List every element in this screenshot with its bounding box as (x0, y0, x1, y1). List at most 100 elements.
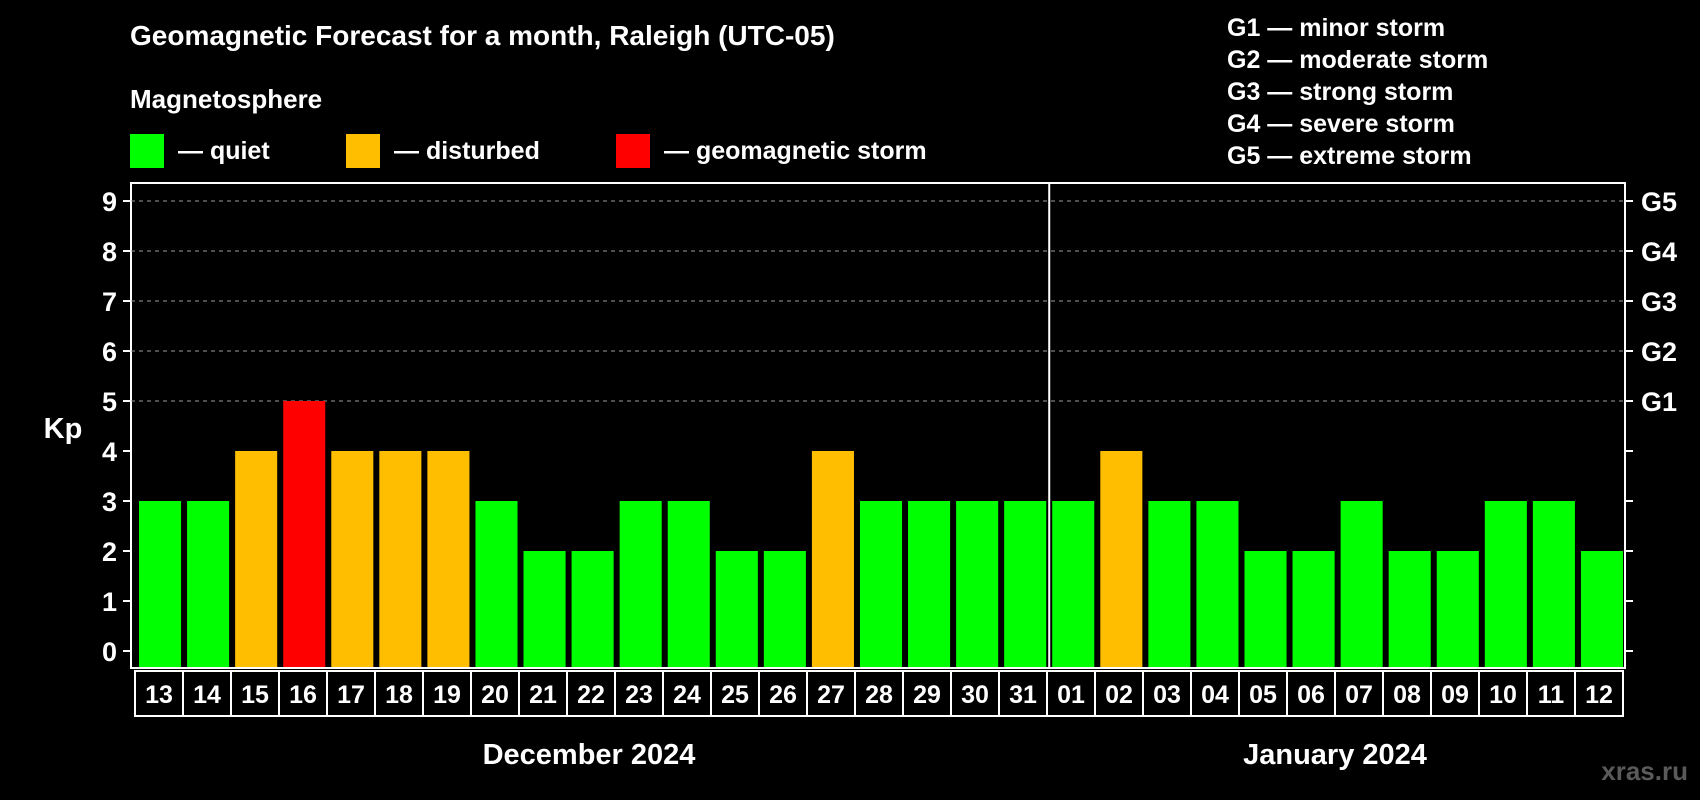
y-tick-label: 9 (102, 187, 117, 217)
y-tick-label: 6 (102, 337, 117, 367)
bar-day-31 (1004, 501, 1047, 667)
day-label: 28 (865, 681, 893, 709)
g-axis-label: G4 (1641, 237, 1677, 267)
y-tick-label: 8 (102, 237, 117, 267)
day-label: 25 (721, 681, 749, 709)
month-label-december: December 2024 (483, 739, 696, 771)
bar-day-26 (763, 551, 806, 667)
bar-day-25 (715, 551, 758, 667)
day-label: 01 (1057, 681, 1085, 709)
day-label: 06 (1297, 681, 1325, 709)
day-label: 27 (817, 681, 845, 709)
legend-item-storm: — geomagnetic storm (616, 134, 927, 168)
y-tick-label: 7 (102, 287, 117, 317)
g-scale-g2: G2 — moderate storm (1227, 46, 1489, 74)
bar-day-28 (859, 501, 903, 667)
bar-day-13 (139, 501, 182, 667)
day-label: 03 (1153, 681, 1181, 709)
legend-title: Magnetosphere (130, 84, 323, 114)
day-label: 04 (1201, 681, 1229, 709)
bar-day-04 (1196, 501, 1239, 667)
quiet-swatch (130, 134, 164, 168)
plot-frame (130, 182, 1626, 669)
bar-day-14 (187, 501, 230, 667)
day-label: 11 (1538, 681, 1565, 709)
y-tick-label: 3 (102, 487, 117, 517)
bar-day-24 (667, 501, 710, 667)
day-label: 05 (1249, 681, 1277, 709)
day-label: 29 (913, 681, 941, 709)
bar-day-16 (283, 401, 326, 667)
day-label: 09 (1441, 681, 1469, 709)
bar-day-03 (1148, 501, 1191, 667)
bar-day-11 (1532, 501, 1575, 667)
legend-label-quiet: — quiet (178, 136, 270, 165)
y-tick-label: 2 (102, 537, 117, 567)
bar-day-27 (811, 451, 854, 667)
bar-day-17 (331, 451, 374, 667)
day-label: 20 (481, 681, 509, 709)
watermark: xras.ru (1601, 756, 1688, 786)
day-label: 23 (625, 681, 653, 709)
legend-label-storm: — geomagnetic storm (664, 136, 927, 165)
storm-swatch (616, 134, 650, 168)
bar-day-06 (1292, 551, 1335, 667)
bar-day-01 (1052, 501, 1095, 667)
g-scale-g5: G5 — extreme storm (1227, 142, 1472, 170)
day-label: 12 (1585, 681, 1613, 709)
bar-day-19 (427, 451, 470, 667)
day-label: 10 (1489, 681, 1517, 709)
day-label: 15 (241, 681, 269, 709)
bar-day-23 (619, 501, 662, 667)
g-scale-g4: G4 — severe storm (1227, 110, 1455, 138)
g-axis-label: G3 (1641, 287, 1677, 317)
bar-day-12 (1580, 551, 1623, 667)
bar-day-21 (523, 551, 566, 667)
bar-day-18 (379, 451, 422, 667)
bar-day-09 (1436, 551, 1479, 667)
day-label: 21 (529, 681, 557, 709)
bar-day-15 (235, 451, 278, 667)
g-axis-label: G2 (1641, 337, 1677, 367)
g-scale-g3: G3 — strong storm (1227, 78, 1454, 106)
bar-day-07 (1340, 501, 1383, 667)
day-label: 02 (1105, 681, 1133, 709)
day-label: 24 (673, 681, 701, 709)
bar-day-30 (956, 501, 999, 667)
day-label-row (134, 670, 1624, 717)
legend-item-quiet: — quiet (130, 134, 270, 168)
g-scale-legend: G1 — minor storm G2 — moderate storm G3 … (1227, 12, 1488, 172)
day-label: 18 (385, 681, 413, 709)
day-label: 07 (1345, 681, 1373, 709)
bar-day-22 (571, 551, 614, 667)
bar-day-29 (908, 501, 951, 667)
y-tick-label: 0 (102, 637, 117, 667)
day-label: 30 (961, 681, 989, 709)
g-scale-g1: G1 — minor storm (1227, 14, 1446, 42)
bar-day-05 (1244, 551, 1287, 667)
chart-title: Geomagnetic Forecast for a month, Raleig… (130, 20, 835, 51)
y-tick-label: 5 (102, 387, 117, 417)
bar-day-02 (1100, 451, 1143, 667)
y-tick-label: 1 (102, 587, 117, 617)
g-axis-label: G1 (1641, 387, 1677, 417)
y-tick-label: 4 (102, 437, 117, 467)
day-label: 14 (193, 681, 221, 709)
bar-day-10 (1484, 501, 1527, 667)
bar-day-08 (1388, 551, 1431, 667)
day-label: 26 (769, 681, 797, 709)
day-label: 13 (145, 681, 173, 709)
legend-item-disturbed: — disturbed (346, 134, 540, 168)
y-axis-title: Kp (44, 413, 83, 445)
day-label: 16 (289, 681, 317, 709)
day-label: 22 (577, 681, 605, 709)
day-label: 19 (433, 681, 461, 709)
g-axis-label: G5 (1641, 187, 1677, 217)
legend-label-disturbed: — disturbed (394, 136, 540, 165)
month-label-january: January 2024 (1243, 739, 1427, 771)
disturbed-swatch (346, 134, 380, 168)
day-label: 08 (1393, 681, 1421, 709)
day-label: 31 (1009, 681, 1037, 709)
day-label: 17 (337, 681, 365, 709)
